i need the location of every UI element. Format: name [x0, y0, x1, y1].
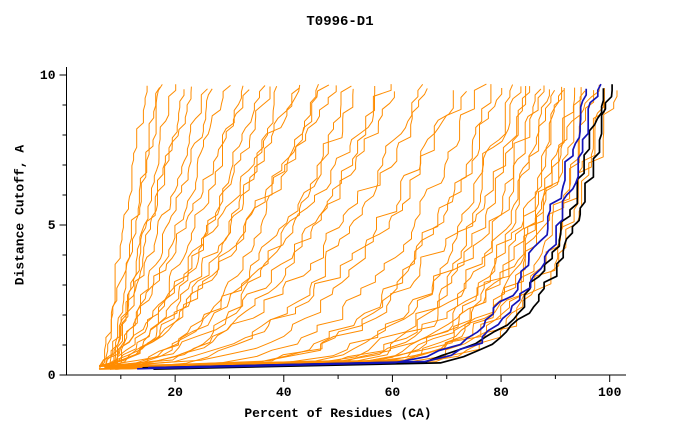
- chart-title: T0996-D1: [306, 14, 374, 30]
- svg-text:0: 0: [48, 368, 56, 383]
- x-axis-label: Percent of Residues (CA): [244, 406, 432, 421]
- svg-text:5: 5: [48, 218, 56, 233]
- svg-text:60: 60: [385, 385, 401, 400]
- svg-text:40: 40: [276, 385, 292, 400]
- svg-text:20: 20: [167, 385, 183, 400]
- svg-text:100: 100: [598, 385, 622, 400]
- svg-text:10: 10: [40, 68, 56, 83]
- svg-text:80: 80: [493, 385, 509, 400]
